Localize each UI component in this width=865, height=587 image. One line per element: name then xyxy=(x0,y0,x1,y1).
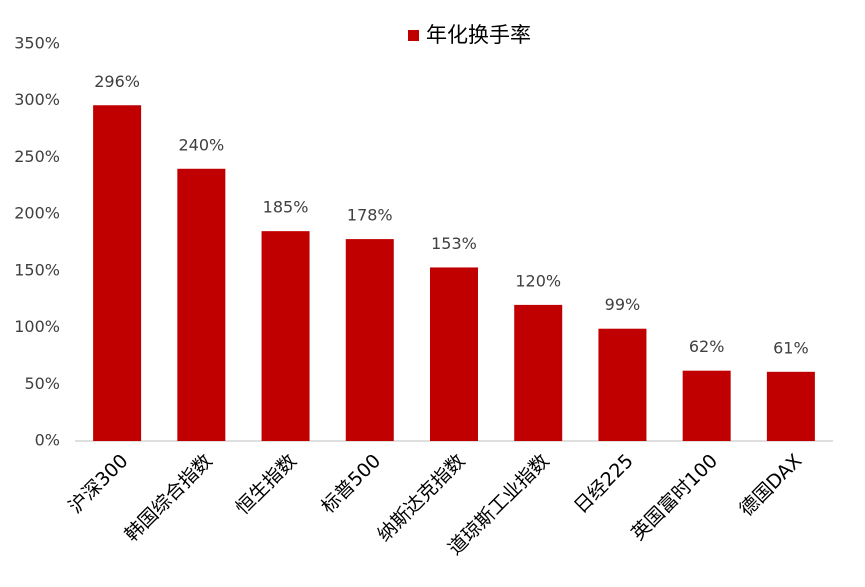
data-label: 296% xyxy=(94,72,140,91)
y-tick-label: 350% xyxy=(14,34,60,53)
data-label: 61% xyxy=(773,338,809,357)
bar xyxy=(430,267,478,441)
bar xyxy=(682,370,731,441)
data-label: 99% xyxy=(605,295,641,314)
y-tick-label: 50% xyxy=(24,374,60,393)
y-tick-label: 200% xyxy=(14,204,60,223)
y-tick-label: 100% xyxy=(14,317,60,336)
legend-label: 年化换手率 xyxy=(426,23,531,47)
x-tick-label: 韩国综合指数 xyxy=(121,450,217,546)
bar xyxy=(766,371,815,441)
y-tick-label: 150% xyxy=(14,260,60,279)
data-label: 185% xyxy=(263,198,309,217)
legend-swatch xyxy=(408,30,419,41)
x-tick-label: 德国DAX xyxy=(735,450,806,521)
bar xyxy=(261,231,310,441)
data-label: 178% xyxy=(347,206,393,225)
y-tick-label: 300% xyxy=(14,90,60,109)
x-tick-label: 标普500 xyxy=(317,450,385,518)
x-tick-label: 沪深300 xyxy=(64,450,132,518)
x-tick-label: 英国富时100 xyxy=(627,450,722,545)
data-label: 120% xyxy=(515,271,561,290)
y-tick-label: 250% xyxy=(14,147,60,166)
x-tick-label: 日经225 xyxy=(570,450,638,518)
data-label: 153% xyxy=(431,234,477,253)
bar xyxy=(514,304,563,441)
bar xyxy=(177,168,226,441)
bar xyxy=(345,239,394,441)
bar xyxy=(598,328,647,441)
data-label: 62% xyxy=(689,337,725,356)
y-tick-label: 0% xyxy=(35,431,60,450)
bar xyxy=(93,105,142,441)
data-label: 240% xyxy=(178,135,224,154)
x-tick-label: 恒生指数 xyxy=(232,450,301,519)
